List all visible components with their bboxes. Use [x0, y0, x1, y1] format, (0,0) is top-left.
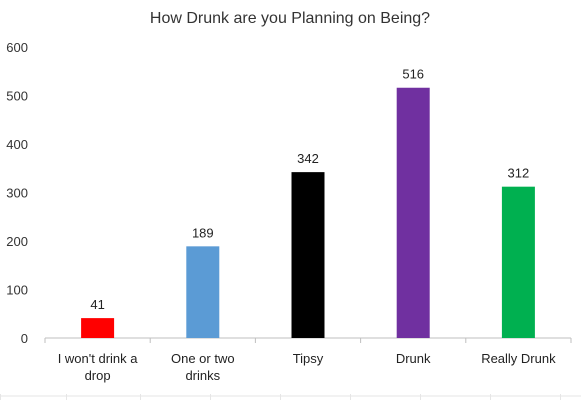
bar — [186, 246, 220, 338]
data-label: 41 — [90, 297, 104, 312]
y-tick-label: 200 — [6, 234, 28, 249]
x-tick-label: One or two drinks — [171, 351, 235, 383]
x-tick-label-line: Drunk — [396, 351, 431, 366]
y-tick-label: 600 — [6, 40, 28, 55]
y-tick-label: 400 — [6, 137, 28, 152]
y-tick-label: 100 — [6, 283, 28, 298]
bar — [501, 186, 535, 338]
x-tick-label-line: Really Drunk — [481, 351, 556, 366]
bar — [81, 318, 115, 338]
y-tick-label: 300 — [6, 186, 28, 201]
x-tick-label-line: drop — [85, 368, 111, 383]
x-tick-label-line: One or two — [171, 351, 235, 366]
chart-title: How Drunk are you Planning on Being? — [150, 10, 430, 27]
data-label: 312 — [508, 166, 530, 181]
x-tick-label: Really Drunk — [481, 351, 556, 366]
y-tick-label: 0 — [21, 331, 28, 346]
data-label: 189 — [192, 225, 214, 240]
y-tick-label: 500 — [6, 89, 28, 104]
x-axis — [44, 337, 572, 343]
x-tick-label: I won't drink a drop — [58, 351, 139, 383]
bar — [291, 172, 325, 338]
data-label: 342 — [297, 151, 319, 166]
x-tick-label: Tipsy — [293, 351, 324, 366]
x-tick-label: Drunk — [396, 351, 431, 366]
bar — [396, 87, 430, 339]
x-tick-labels: I won't drink a drop One or two drinks Tipsy… — [58, 351, 556, 383]
y-axis: 0 100 200 300 400 500 600 — [6, 40, 28, 346]
x-tick-label-line: drinks — [185, 368, 220, 383]
bars — [81, 87, 535, 339]
x-tick-label-line: I won't drink a — [58, 351, 139, 366]
data-labels: 41 189 342 516 312 — [90, 67, 529, 312]
data-label: 516 — [402, 67, 424, 82]
spreadsheet-cell-lines — [0, 394, 581, 400]
x-tick-label-line: Tipsy — [293, 351, 324, 366]
